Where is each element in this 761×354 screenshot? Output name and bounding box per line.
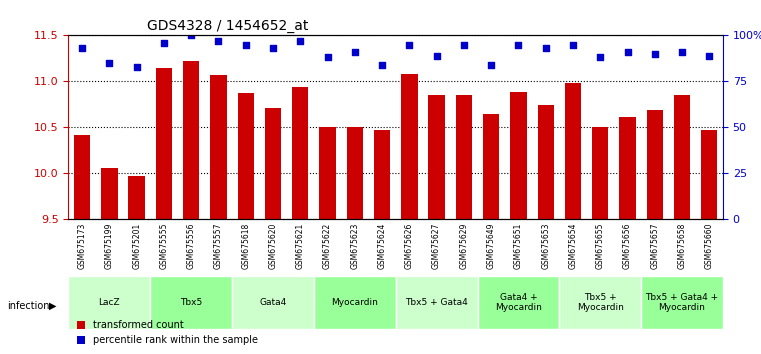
Bar: [456, 95, 472, 219]
Point: [76, 45, 88, 51]
Bar: [701, 130, 718, 219]
Text: GSM675557: GSM675557: [214, 222, 223, 269]
Text: GSM675201: GSM675201: [132, 222, 141, 269]
FancyBboxPatch shape: [478, 276, 559, 329]
Point: [295, 38, 307, 44]
Text: GSM675658: GSM675658: [677, 222, 686, 269]
Text: GSM675655: GSM675655: [596, 222, 605, 269]
Bar: [292, 87, 308, 219]
Point: [622, 49, 634, 55]
Point: [648, 51, 661, 57]
Point: [594, 55, 607, 60]
FancyBboxPatch shape: [68, 276, 150, 329]
Bar: [265, 108, 281, 219]
Point: [131, 64, 143, 69]
Text: GSM675618: GSM675618: [241, 222, 250, 269]
Bar: [183, 61, 199, 219]
Point: [540, 45, 552, 51]
Bar: [156, 68, 172, 219]
FancyBboxPatch shape: [641, 276, 723, 329]
Point: [567, 42, 579, 47]
Text: GSM675556: GSM675556: [186, 222, 196, 269]
Bar: [210, 75, 227, 219]
Bar: [673, 95, 690, 219]
Text: LacZ: LacZ: [99, 298, 120, 307]
Point: [512, 42, 524, 47]
Text: GSM675626: GSM675626: [405, 222, 414, 269]
FancyBboxPatch shape: [232, 276, 314, 329]
FancyBboxPatch shape: [314, 276, 396, 329]
Bar: [537, 105, 554, 219]
Text: GSM675621: GSM675621: [296, 222, 304, 269]
Bar: [510, 92, 527, 219]
Point: [676, 49, 688, 55]
Bar: [483, 114, 499, 219]
Text: GSM675173: GSM675173: [78, 222, 87, 269]
Text: GDS4328 / 1454652_at: GDS4328 / 1454652_at: [147, 19, 308, 33]
Point: [458, 42, 470, 47]
Point: [212, 38, 224, 44]
Bar: [401, 74, 418, 219]
Text: GSM675627: GSM675627: [432, 222, 441, 269]
Bar: [237, 93, 254, 219]
Bar: [592, 126, 609, 219]
Bar: [101, 168, 117, 219]
Point: [321, 55, 333, 60]
Point: [376, 62, 388, 68]
Text: Tbx5: Tbx5: [180, 298, 202, 307]
Text: Gata4 +
Myocardin: Gata4 + Myocardin: [495, 293, 542, 312]
Text: GSM675629: GSM675629: [460, 222, 468, 269]
Text: Tbx5 + Gata4: Tbx5 + Gata4: [406, 298, 468, 307]
Text: GSM675199: GSM675199: [105, 222, 114, 269]
Text: ▶: ▶: [49, 301, 57, 311]
Text: GSM675623: GSM675623: [350, 222, 359, 269]
Text: GSM675660: GSM675660: [705, 222, 714, 269]
Bar: [565, 83, 581, 219]
Point: [158, 40, 170, 46]
Legend: transformed count, percentile rank within the sample: transformed count, percentile rank withi…: [73, 316, 262, 349]
Bar: [647, 110, 663, 219]
Text: GSM675622: GSM675622: [323, 222, 332, 269]
Text: Myocardin: Myocardin: [331, 298, 378, 307]
Text: GSM675653: GSM675653: [541, 222, 550, 269]
Point: [103, 60, 116, 66]
Point: [403, 42, 416, 47]
Bar: [346, 126, 363, 219]
Text: GSM675651: GSM675651: [514, 222, 523, 269]
FancyBboxPatch shape: [559, 276, 641, 329]
Point: [703, 53, 715, 58]
Text: Tbx5 + Gata4 +
Myocardin: Tbx5 + Gata4 + Myocardin: [645, 293, 718, 312]
Bar: [619, 117, 635, 219]
Point: [431, 53, 443, 58]
Bar: [374, 130, 390, 219]
Text: Tbx5 +
Myocardin: Tbx5 + Myocardin: [577, 293, 624, 312]
Point: [240, 42, 252, 47]
Point: [485, 62, 497, 68]
Text: GSM675624: GSM675624: [377, 222, 387, 269]
Text: Gata4: Gata4: [260, 298, 287, 307]
Text: infection: infection: [8, 301, 50, 311]
Text: GSM675656: GSM675656: [623, 222, 632, 269]
Text: GSM675657: GSM675657: [651, 222, 659, 269]
Bar: [74, 135, 91, 219]
Text: GSM675649: GSM675649: [487, 222, 495, 269]
FancyBboxPatch shape: [150, 276, 232, 329]
Bar: [320, 127, 336, 219]
FancyBboxPatch shape: [396, 276, 478, 329]
Point: [349, 49, 361, 55]
Point: [267, 45, 279, 51]
Text: GSM675654: GSM675654: [568, 222, 578, 269]
Bar: [129, 176, 145, 219]
Text: GSM675555: GSM675555: [160, 222, 168, 269]
Point: [185, 33, 197, 38]
Bar: [428, 95, 444, 219]
Text: GSM675620: GSM675620: [269, 222, 278, 269]
